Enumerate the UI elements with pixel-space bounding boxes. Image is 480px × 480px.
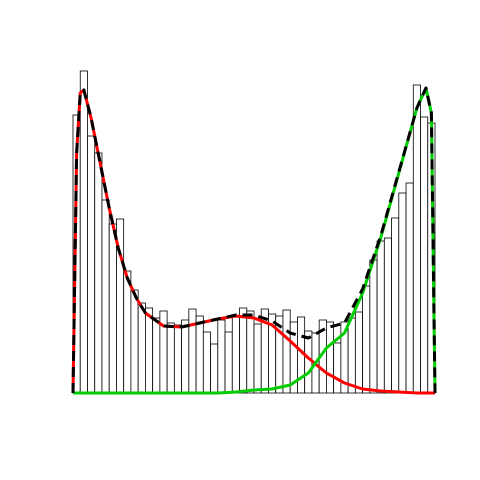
bar <box>224 331 233 394</box>
bar <box>210 343 219 394</box>
bar <box>137 302 146 394</box>
bar <box>391 217 400 394</box>
bar <box>231 316 240 394</box>
bar <box>239 307 248 394</box>
bar <box>173 324 183 394</box>
bar <box>217 319 226 394</box>
bar <box>87 135 96 394</box>
bar <box>282 309 291 394</box>
bar <box>347 317 356 394</box>
bar <box>376 240 385 394</box>
bar <box>195 315 204 394</box>
bar <box>333 342 342 394</box>
bar <box>130 289 139 394</box>
bar <box>253 323 262 394</box>
bar <box>362 285 371 394</box>
bar <box>181 319 190 394</box>
bar <box>202 331 211 394</box>
density-line <box>71 86 437 394</box>
bar <box>94 152 103 394</box>
bar <box>420 116 429 394</box>
bar <box>398 192 407 394</box>
bar <box>325 321 335 394</box>
bar <box>101 199 110 394</box>
bar <box>405 182 414 394</box>
bar <box>144 307 154 394</box>
bar <box>246 310 255 394</box>
bar <box>166 322 175 394</box>
bar <box>188 308 197 394</box>
bar <box>79 70 88 394</box>
bar <box>354 311 363 394</box>
bar <box>123 270 132 394</box>
bar <box>108 223 117 394</box>
bar <box>369 259 378 394</box>
bar <box>412 84 421 394</box>
bar <box>152 317 161 394</box>
bar <box>383 237 392 394</box>
